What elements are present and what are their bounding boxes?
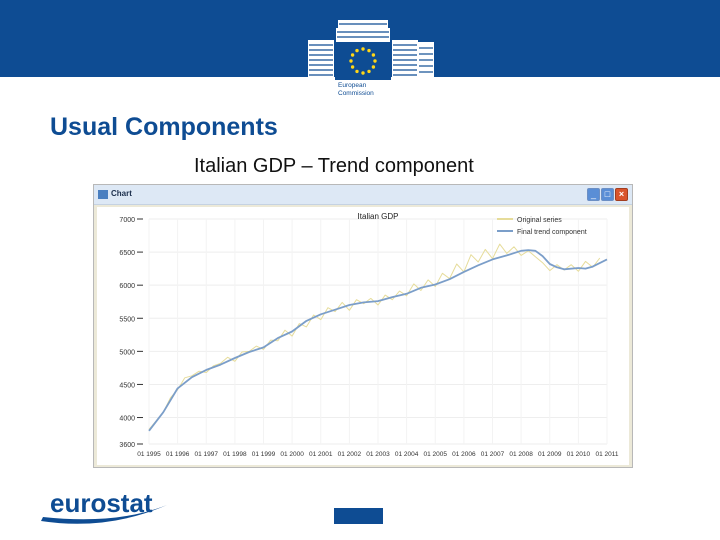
y-tick-label: 7000 <box>119 217 135 224</box>
x-tick-label: 01 1999 <box>252 451 276 458</box>
eurostat-swoosh-icon <box>41 505 167 524</box>
close-button[interactable]: × <box>615 188 628 201</box>
x-tick-label: 01 2000 <box>280 451 304 458</box>
european-commission-logo: European Commission <box>308 18 436 102</box>
series-line-original <box>148 243 601 430</box>
eu-stars-icon <box>349 47 377 75</box>
legend-label: Final trend component <box>517 229 587 236</box>
x-tick-label: 01 2004 <box>395 451 419 458</box>
x-tick-label: 01 1995 <box>137 451 161 458</box>
ec-name-text: European Commission <box>338 82 374 97</box>
slide-subtitle: Italian GDP – Trend component <box>194 155 474 177</box>
y-tick-label: 3600 <box>119 442 135 449</box>
ec-name-line2: Commission <box>338 89 374 97</box>
eu-flag <box>335 42 391 80</box>
window-title: Chart <box>111 189 132 198</box>
x-tick-label: 01 2006 <box>452 451 476 458</box>
x-tick-label: 01 2002 <box>338 451 362 458</box>
footer-blue-bar <box>334 508 383 524</box>
x-tick-label: 01 2005 <box>424 451 448 458</box>
chart-window: Chart _ □ × 3600 4000 4500 5000 5500 6000 6500… <box>93 184 633 468</box>
chart-area: 3600 4000 4500 5000 5500 6000 6500 7000 01 1995 0… <box>97 207 629 465</box>
x-tick-label: 01 1996 <box>166 451 190 458</box>
minimize-button[interactable]: _ <box>587 188 600 201</box>
eurostat-logo-text: eurostat <box>50 488 153 518</box>
ec-name-line1: European <box>338 82 367 89</box>
x-tick-label: 01 2003 <box>366 451 390 458</box>
x-tick-label: 01 2010 <box>567 451 591 458</box>
x-tick-label: 01 2009 <box>538 451 562 458</box>
x-tick-label: 01 1997 <box>195 451 219 458</box>
eurostat-logo: eurostat <box>41 488 167 524</box>
commission-building-icon <box>308 20 434 80</box>
maximize-button[interactable]: □ <box>601 188 614 201</box>
x-tick-label: 01 2001 <box>309 451 333 458</box>
x-tick-label: 01 1998 <box>223 451 247 458</box>
series-line-trend <box>148 249 608 432</box>
x-tick-label: 01 2007 <box>481 451 505 458</box>
ec-text-panel <box>333 80 395 102</box>
gdp-line-chart: 3600 4000 4500 5000 5500 6000 6500 7000 01 1995 0… <box>119 212 618 458</box>
y-tick-label: 4500 <box>119 382 135 389</box>
chart-window-icon <box>98 190 108 199</box>
y-tick-label: 6500 <box>119 250 135 257</box>
y-tick-label: 5000 <box>119 349 135 356</box>
window-titlebar[interactable]: Chart _ □ × <box>94 185 632 205</box>
x-tick-label: 01 2011 <box>595 451 618 458</box>
chart-title: Italian GDP <box>358 212 399 221</box>
y-tick-label: 5500 <box>119 316 135 323</box>
y-tick-label: 6000 <box>119 283 135 290</box>
legend-label: Original series <box>517 217 562 224</box>
y-tick-label: 4000 <box>119 416 135 423</box>
x-tick-label: 01 2008 <box>509 451 533 458</box>
slide-title: Usual Components <box>50 113 278 141</box>
